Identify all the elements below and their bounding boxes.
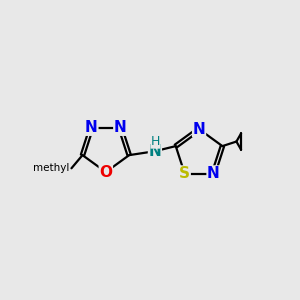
Text: N: N <box>193 122 206 136</box>
Text: N: N <box>148 144 161 159</box>
Text: N: N <box>85 120 98 135</box>
Text: S: S <box>179 166 190 181</box>
Text: methyl: methyl <box>33 163 70 173</box>
Text: N: N <box>114 120 127 135</box>
Text: H: H <box>151 135 160 148</box>
Text: O: O <box>99 165 112 180</box>
Text: N: N <box>207 166 220 181</box>
